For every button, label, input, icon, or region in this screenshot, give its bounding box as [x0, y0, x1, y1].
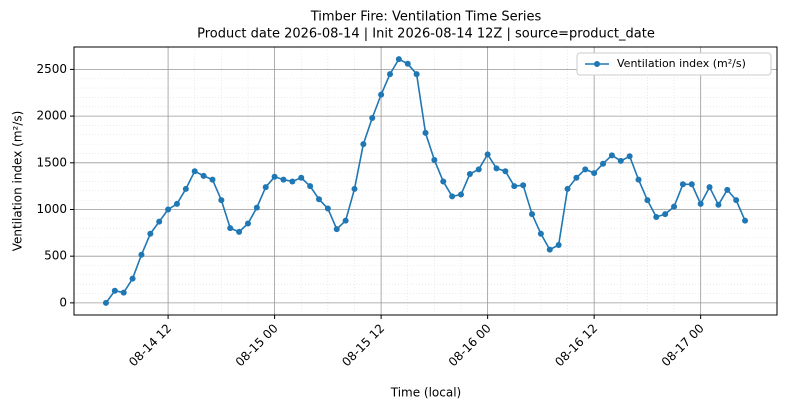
data-point — [573, 174, 580, 181]
y-tick-label: 500 — [44, 249, 67, 263]
y-tick-label: 1500 — [36, 155, 67, 169]
data-point — [546, 246, 553, 253]
data-point — [333, 226, 340, 233]
y-tick-label: 2500 — [36, 62, 67, 76]
data-point — [493, 165, 500, 172]
data-point — [209, 176, 216, 183]
data-point — [378, 91, 385, 98]
data-point — [431, 156, 438, 163]
data-point — [635, 176, 642, 183]
data-point — [324, 205, 331, 212]
data-point — [733, 197, 740, 204]
data-point — [218, 197, 225, 204]
data-point — [724, 186, 731, 193]
series-line — [105, 58, 746, 304]
chart-subtitle: Product date 2026-08-14 | Init 2026-08-1… — [197, 27, 655, 42]
data-point — [102, 299, 109, 306]
data-point — [484, 151, 491, 158]
data-point — [271, 173, 278, 180]
data-point — [138, 251, 145, 258]
data-point — [262, 184, 269, 191]
data-point — [182, 185, 189, 192]
data-point — [644, 197, 651, 204]
data-point — [315, 196, 322, 203]
data-point — [111, 287, 118, 294]
legend-box — [576, 52, 772, 76]
data-point — [298, 174, 305, 181]
legend-marker — [594, 61, 600, 67]
data-point — [520, 182, 527, 189]
data-point — [555, 241, 562, 248]
data-point — [626, 153, 633, 160]
data-point — [608, 152, 615, 159]
data-point — [236, 228, 243, 235]
data-point — [582, 166, 589, 173]
data-point — [458, 191, 465, 198]
y-tick-label: 2000 — [36, 109, 67, 123]
data-point — [742, 217, 749, 224]
data-point — [653, 213, 660, 220]
data-point — [386, 71, 393, 78]
data-point — [156, 218, 163, 225]
data-point — [227, 225, 234, 232]
data-point — [564, 185, 571, 192]
plot-frame — [73, 46, 778, 316]
x-tick-label: 08-15 00 — [233, 321, 281, 369]
data-point — [200, 172, 207, 179]
data-point — [413, 71, 420, 78]
data-point — [395, 56, 402, 63]
data-point — [688, 181, 695, 188]
data-point — [120, 289, 127, 296]
data-point — [617, 157, 624, 164]
data-point — [165, 206, 172, 213]
data-point — [404, 60, 411, 67]
data-point — [289, 178, 296, 185]
data-point — [715, 201, 722, 208]
x-tick-label: 08-15 12 — [339, 321, 387, 369]
data-point — [475, 166, 482, 173]
y-tick-label: 0 — [59, 295, 67, 309]
x-tick-label: 08-16 00 — [446, 321, 494, 369]
legend-label: Ventilation index (m²/s) — [617, 57, 746, 70]
data-point — [342, 217, 349, 224]
data-point — [600, 160, 607, 167]
x-axis-label: Time (local) — [390, 386, 462, 400]
data-point — [706, 184, 713, 191]
data-point — [591, 170, 598, 177]
data-point — [244, 220, 251, 227]
data-point — [697, 200, 704, 207]
data-point — [662, 211, 669, 218]
legend: Ventilation index (m²/s) — [576, 52, 772, 76]
data-point — [307, 183, 314, 190]
data-point — [422, 129, 429, 136]
data-point — [351, 185, 358, 192]
y-axis-label: Ventilation index (m²/s) — [11, 111, 25, 252]
data-point — [191, 168, 198, 175]
data-point — [449, 193, 456, 200]
y-tick-label: 1000 — [36, 202, 67, 216]
data-point — [679, 181, 686, 188]
x-tick-label: 08-14 12 — [126, 321, 174, 369]
chart-title: Timber Fire: Ventilation Time Series — [310, 10, 542, 25]
data-point — [671, 203, 678, 210]
data-point — [511, 183, 518, 190]
data-point — [253, 204, 260, 211]
data-point — [173, 200, 180, 207]
data-point — [466, 170, 473, 177]
data-point — [502, 168, 509, 175]
data-point — [537, 230, 544, 237]
x-tick-label: 08-17 00 — [659, 321, 707, 369]
data-point — [440, 178, 447, 185]
data-point — [529, 211, 536, 218]
x-tick-label: 08-16 12 — [552, 321, 600, 369]
data-point — [369, 114, 376, 121]
data-point — [360, 141, 367, 148]
data-point — [147, 230, 154, 237]
data-point — [129, 275, 136, 282]
data-point — [280, 176, 287, 183]
